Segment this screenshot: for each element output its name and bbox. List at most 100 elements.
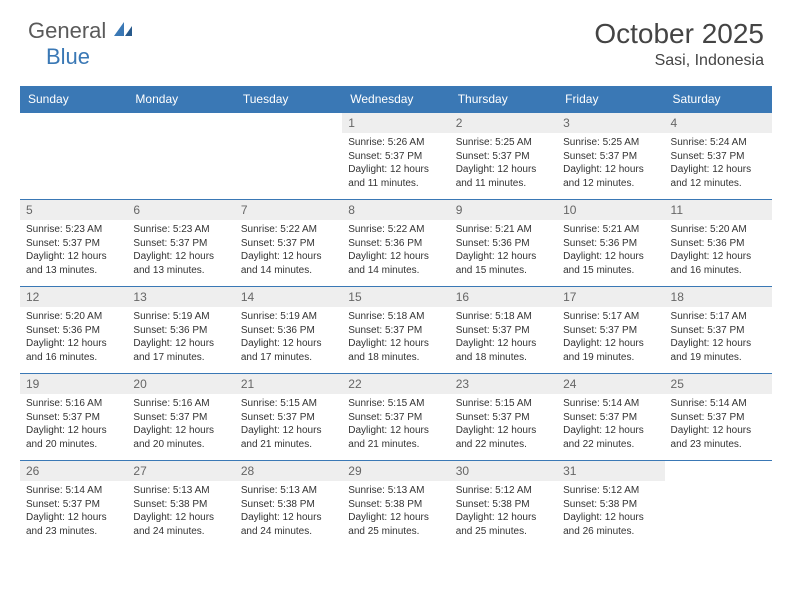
logo: General Blue — [28, 18, 134, 44]
day-details: Sunrise: 5:13 AMSunset: 5:38 PMDaylight:… — [127, 481, 234, 542]
calendar-day-cell: 27Sunrise: 5:13 AMSunset: 5:38 PMDayligh… — [127, 461, 234, 548]
calendar-day-cell: 23Sunrise: 5:15 AMSunset: 5:37 PMDayligh… — [450, 374, 557, 461]
calendar-day-cell: 18Sunrise: 5:17 AMSunset: 5:37 PMDayligh… — [665, 287, 772, 374]
day-header: Thursday — [450, 86, 557, 113]
day-details: Sunrise: 5:14 AMSunset: 5:37 PMDaylight:… — [557, 394, 664, 455]
calendar-day-cell: 6Sunrise: 5:23 AMSunset: 5:37 PMDaylight… — [127, 200, 234, 287]
day-number: 5 — [20, 200, 127, 220]
day-number: 9 — [450, 200, 557, 220]
calendar-day-cell: 29Sunrise: 5:13 AMSunset: 5:38 PMDayligh… — [342, 461, 449, 548]
logo-text-blue: Blue — [46, 44, 90, 70]
day-header: Monday — [127, 86, 234, 113]
day-number: 25 — [665, 374, 772, 394]
calendar-day-cell: 31Sunrise: 5:12 AMSunset: 5:38 PMDayligh… — [557, 461, 664, 548]
day-details: Sunrise: 5:21 AMSunset: 5:36 PMDaylight:… — [557, 220, 664, 281]
day-details: Sunrise: 5:18 AMSunset: 5:37 PMDaylight:… — [450, 307, 557, 368]
calendar-day-cell: 20Sunrise: 5:16 AMSunset: 5:37 PMDayligh… — [127, 374, 234, 461]
day-number: 7 — [235, 200, 342, 220]
logo-sail-icon — [112, 20, 134, 43]
day-number: 19 — [20, 374, 127, 394]
day-number: 26 — [20, 461, 127, 481]
calendar-day-cell: 9Sunrise: 5:21 AMSunset: 5:36 PMDaylight… — [450, 200, 557, 287]
day-details: Sunrise: 5:21 AMSunset: 5:36 PMDaylight:… — [450, 220, 557, 281]
day-number: 10 — [557, 200, 664, 220]
day-details: Sunrise: 5:17 AMSunset: 5:37 PMDaylight:… — [665, 307, 772, 368]
day-details: Sunrise: 5:12 AMSunset: 5:38 PMDaylight:… — [450, 481, 557, 542]
day-number: 31 — [557, 461, 664, 481]
day-number: 2 — [450, 113, 557, 133]
day-details: Sunrise: 5:26 AMSunset: 5:37 PMDaylight:… — [342, 133, 449, 194]
day-number: 14 — [235, 287, 342, 307]
day-number: 8 — [342, 200, 449, 220]
calendar-day-cell: 19Sunrise: 5:16 AMSunset: 5:37 PMDayligh… — [20, 374, 127, 461]
day-number: 24 — [557, 374, 664, 394]
day-header: Sunday — [20, 86, 127, 113]
day-number: 21 — [235, 374, 342, 394]
title-block: October 2025 Sasi, Indonesia — [594, 18, 764, 70]
day-number: 12 — [20, 287, 127, 307]
day-number: 20 — [127, 374, 234, 394]
calendar-day-cell: 11Sunrise: 5:20 AMSunset: 5:36 PMDayligh… — [665, 200, 772, 287]
day-details: Sunrise: 5:20 AMSunset: 5:36 PMDaylight:… — [665, 220, 772, 281]
calendar-day-cell: 24Sunrise: 5:14 AMSunset: 5:37 PMDayligh… — [557, 374, 664, 461]
day-details: Sunrise: 5:15 AMSunset: 5:37 PMDaylight:… — [235, 394, 342, 455]
calendar-week-row: 19Sunrise: 5:16 AMSunset: 5:37 PMDayligh… — [20, 374, 772, 461]
calendar-day-cell: 15Sunrise: 5:18 AMSunset: 5:37 PMDayligh… — [342, 287, 449, 374]
calendar-day-cell: 26Sunrise: 5:14 AMSunset: 5:37 PMDayligh… — [20, 461, 127, 548]
day-number: 4 — [665, 113, 772, 133]
calendar-day-cell: 4Sunrise: 5:24 AMSunset: 5:37 PMDaylight… — [665, 113, 772, 200]
day-details: Sunrise: 5:18 AMSunset: 5:37 PMDaylight:… — [342, 307, 449, 368]
day-details: Sunrise: 5:22 AMSunset: 5:37 PMDaylight:… — [235, 220, 342, 281]
day-details: Sunrise: 5:16 AMSunset: 5:37 PMDaylight:… — [20, 394, 127, 455]
day-number: 27 — [127, 461, 234, 481]
day-number: 18 — [665, 287, 772, 307]
calendar-day-cell: 10Sunrise: 5:21 AMSunset: 5:36 PMDayligh… — [557, 200, 664, 287]
day-details: Sunrise: 5:24 AMSunset: 5:37 PMDaylight:… — [665, 133, 772, 194]
day-details: Sunrise: 5:15 AMSunset: 5:37 PMDaylight:… — [450, 394, 557, 455]
day-details: Sunrise: 5:17 AMSunset: 5:37 PMDaylight:… — [557, 307, 664, 368]
day-details: Sunrise: 5:20 AMSunset: 5:36 PMDaylight:… — [20, 307, 127, 368]
day-details: Sunrise: 5:25 AMSunset: 5:37 PMDaylight:… — [557, 133, 664, 194]
day-number: 17 — [557, 287, 664, 307]
calendar-day-cell — [127, 113, 234, 200]
day-details: Sunrise: 5:15 AMSunset: 5:37 PMDaylight:… — [342, 394, 449, 455]
day-details: Sunrise: 5:13 AMSunset: 5:38 PMDaylight:… — [342, 481, 449, 542]
day-number: 16 — [450, 287, 557, 307]
day-number: 1 — [342, 113, 449, 133]
calendar-week-row: 12Sunrise: 5:20 AMSunset: 5:36 PMDayligh… — [20, 287, 772, 374]
day-number: 22 — [342, 374, 449, 394]
day-header: Friday — [557, 86, 664, 113]
day-details: Sunrise: 5:25 AMSunset: 5:37 PMDaylight:… — [450, 133, 557, 194]
day-number: 15 — [342, 287, 449, 307]
day-details: Sunrise: 5:16 AMSunset: 5:37 PMDaylight:… — [127, 394, 234, 455]
calendar-day-cell: 12Sunrise: 5:20 AMSunset: 5:36 PMDayligh… — [20, 287, 127, 374]
calendar-day-cell: 2Sunrise: 5:25 AMSunset: 5:37 PMDaylight… — [450, 113, 557, 200]
logo-text-general: General — [28, 18, 106, 44]
day-details: Sunrise: 5:22 AMSunset: 5:36 PMDaylight:… — [342, 220, 449, 281]
calendar-day-cell: 21Sunrise: 5:15 AMSunset: 5:37 PMDayligh… — [235, 374, 342, 461]
day-number: 3 — [557, 113, 664, 133]
calendar-day-cell: 3Sunrise: 5:25 AMSunset: 5:37 PMDaylight… — [557, 113, 664, 200]
calendar-week-row: 5Sunrise: 5:23 AMSunset: 5:37 PMDaylight… — [20, 200, 772, 287]
day-number: 29 — [342, 461, 449, 481]
day-number: 28 — [235, 461, 342, 481]
month-title: October 2025 — [594, 18, 764, 50]
day-details: Sunrise: 5:14 AMSunset: 5:37 PMDaylight:… — [665, 394, 772, 455]
calendar-day-cell — [665, 461, 772, 548]
calendar-body: 1Sunrise: 5:26 AMSunset: 5:37 PMDaylight… — [20, 113, 772, 548]
day-details: Sunrise: 5:19 AMSunset: 5:36 PMDaylight:… — [235, 307, 342, 368]
calendar-day-cell: 8Sunrise: 5:22 AMSunset: 5:36 PMDaylight… — [342, 200, 449, 287]
day-header: Tuesday — [235, 86, 342, 113]
calendar-day-cell — [20, 113, 127, 200]
calendar-header-row: SundayMondayTuesdayWednesdayThursdayFrid… — [20, 86, 772, 113]
calendar-day-cell — [235, 113, 342, 200]
day-number: 6 — [127, 200, 234, 220]
calendar-week-row: 26Sunrise: 5:14 AMSunset: 5:37 PMDayligh… — [20, 461, 772, 548]
day-number: 30 — [450, 461, 557, 481]
day-details: Sunrise: 5:19 AMSunset: 5:36 PMDaylight:… — [127, 307, 234, 368]
day-details: Sunrise: 5:23 AMSunset: 5:37 PMDaylight:… — [20, 220, 127, 281]
day-details: Sunrise: 5:13 AMSunset: 5:38 PMDaylight:… — [235, 481, 342, 542]
header: General Blue October 2025 Sasi, Indonesi… — [0, 0, 792, 78]
calendar-day-cell: 30Sunrise: 5:12 AMSunset: 5:38 PMDayligh… — [450, 461, 557, 548]
day-number: 11 — [665, 200, 772, 220]
